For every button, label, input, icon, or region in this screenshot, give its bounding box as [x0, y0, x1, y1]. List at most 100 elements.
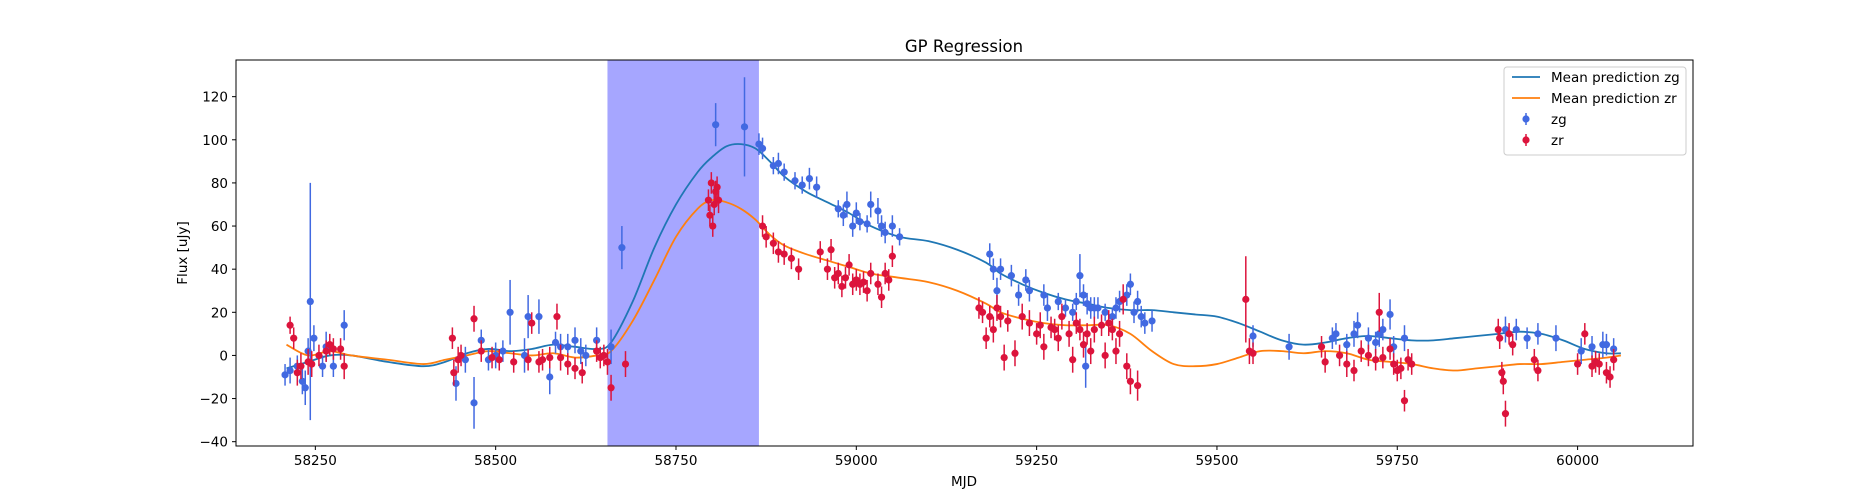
data-marker	[1317, 343, 1326, 351]
data-marker	[1386, 345, 1394, 353]
data-point-zg	[470, 376, 478, 429]
x-tick-label: 58500	[474, 453, 517, 469]
data-point-zr	[986, 305, 994, 328]
data-marker	[1134, 297, 1142, 306]
data-point-zr	[571, 357, 579, 380]
data-marker	[863, 220, 871, 228]
data-point-zr	[1036, 312, 1044, 339]
data-point-zr	[1058, 303, 1066, 330]
data-marker	[881, 228, 889, 237]
data-point-zg	[1577, 338, 1585, 365]
data-marker	[1534, 330, 1542, 338]
data-point-zr	[1072, 312, 1080, 334]
data-point-zr	[982, 327, 990, 349]
data-marker	[1386, 310, 1394, 319]
data-point-zg	[1379, 318, 1387, 341]
data-marker	[1498, 369, 1506, 377]
data-point-zr	[495, 348, 503, 371]
legend-entry: zg	[1522, 112, 1567, 128]
data-point-zr	[286, 316, 294, 334]
data-point-zr	[1123, 353, 1131, 380]
data-point-zg	[1076, 254, 1084, 298]
data-point-zr	[1595, 353, 1603, 375]
data-point-zr	[1530, 348, 1538, 371]
data-point-zr	[780, 243, 788, 265]
data-point-zr	[758, 215, 767, 237]
data-point-zr	[546, 346, 554, 369]
data-marker	[301, 384, 309, 392]
data-point-zg	[1079, 284, 1088, 306]
data-marker	[1101, 308, 1109, 316]
data-marker	[621, 360, 630, 368]
data-point-zg	[895, 228, 904, 246]
data-marker	[470, 399, 478, 407]
legend-entry: zr	[1522, 133, 1564, 149]
data-marker	[1350, 330, 1358, 338]
data-point-zr	[1126, 368, 1134, 395]
data-marker	[603, 358, 612, 366]
data-point-zr	[1083, 323, 1091, 345]
x-tick-label: 59000	[835, 453, 878, 469]
data-marker	[993, 304, 1001, 312]
data-marker	[1335, 351, 1344, 360]
data-point-zg	[1007, 264, 1015, 287]
data-marker	[1512, 325, 1520, 334]
data-point-zr	[1335, 344, 1344, 367]
data-point-zr	[1011, 340, 1019, 367]
data-point-zr	[488, 346, 496, 369]
data-point-zr	[1108, 318, 1116, 341]
data-point-zr	[885, 269, 893, 291]
data-point-zr	[1400, 389, 1409, 412]
data-point-zr	[1025, 310, 1034, 337]
data-marker	[867, 200, 875, 209]
data-marker	[849, 222, 857, 230]
data-point-zr	[1499, 368, 1507, 395]
data-point-zg	[740, 77, 749, 177]
data-marker	[510, 358, 518, 366]
data-marker	[1082, 362, 1090, 370]
data-marker	[791, 177, 799, 185]
data-marker	[1397, 364, 1405, 372]
data-point-zr	[1134, 370, 1142, 401]
data-point-zg	[888, 215, 896, 237]
data-point-zr	[1408, 353, 1416, 375]
data-marker	[336, 345, 345, 353]
data-marker	[996, 265, 1005, 273]
data-marker	[1534, 366, 1542, 375]
data-point-zg	[1141, 312, 1149, 334]
data-marker	[856, 218, 864, 226]
data-marker	[714, 196, 723, 204]
data-point-zg	[780, 163, 788, 181]
data-point-zr	[867, 262, 875, 285]
data-point-zg	[1130, 301, 1138, 324]
data-marker	[1076, 325, 1084, 334]
data-marker	[506, 308, 514, 316]
legend-label: Mean prediction zg	[1551, 70, 1680, 86]
data-marker	[578, 369, 586, 377]
data-marker	[600, 351, 608, 360]
legend-entry: Mean prediction zr	[1512, 91, 1677, 107]
data-marker	[1108, 325, 1116, 334]
series-line-zr	[286, 198, 1622, 372]
data-point-zg	[877, 215, 886, 237]
legend-label: zr	[1551, 133, 1564, 149]
data-point-zg	[1101, 303, 1109, 321]
data-point-zg	[1094, 297, 1102, 319]
data-marker	[827, 246, 835, 254]
data-point-zr	[1357, 340, 1365, 362]
data-point-zr	[1079, 331, 1088, 358]
data-point-zr	[704, 189, 713, 211]
data-marker	[1036, 321, 1044, 329]
data-marker	[322, 347, 330, 355]
data-point-zg	[1043, 295, 1052, 321]
data-marker	[582, 351, 590, 360]
data-marker	[571, 364, 579, 372]
data-point-zg	[881, 221, 889, 244]
data-marker	[329, 345, 337, 353]
data-point-zr	[1065, 320, 1073, 347]
data-marker	[874, 280, 882, 288]
data-marker	[1379, 325, 1387, 334]
data-point-zr	[1097, 314, 1106, 337]
data-point-zg	[1134, 290, 1142, 313]
data-marker	[524, 356, 532, 364]
